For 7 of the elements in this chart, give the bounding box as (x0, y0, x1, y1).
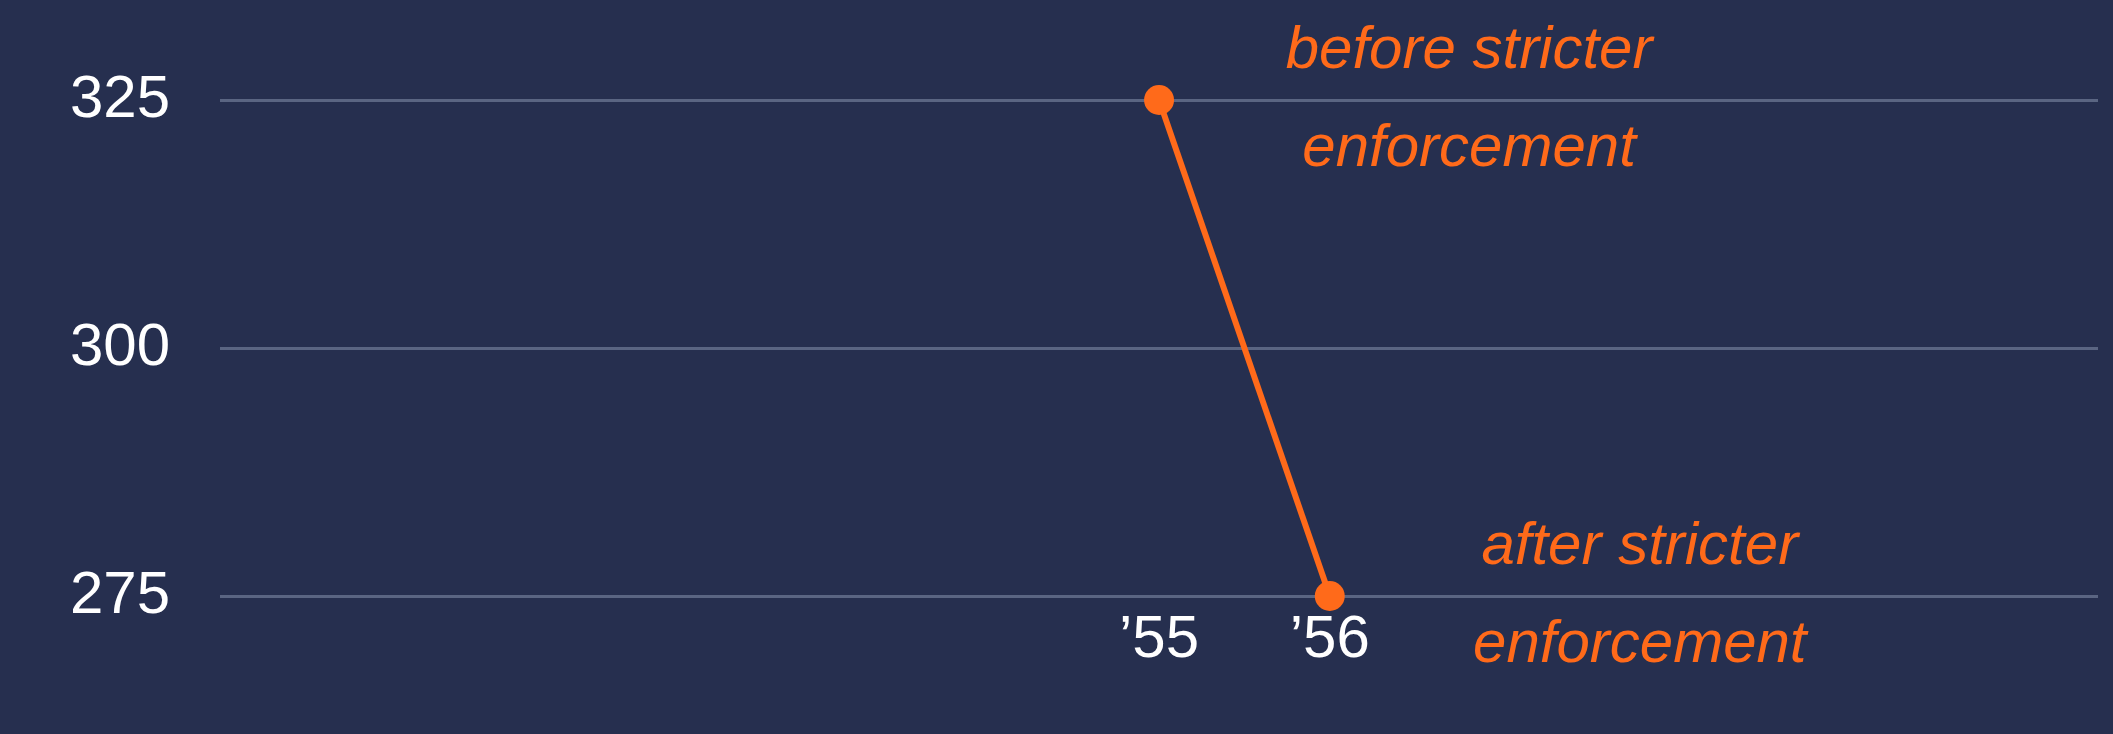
y-tick-label: 325 (70, 62, 171, 130)
x-tick-label: ’56 (1289, 602, 1370, 670)
y-tick-label: 275 (70, 558, 171, 626)
y-tick-label: 300 (70, 310, 171, 378)
x-tick-label: ’55 (1119, 602, 1200, 670)
annotation: before stricter enforcement (1285, 13, 1655, 179)
annotation: after stricter enforcement (1473, 509, 1809, 675)
